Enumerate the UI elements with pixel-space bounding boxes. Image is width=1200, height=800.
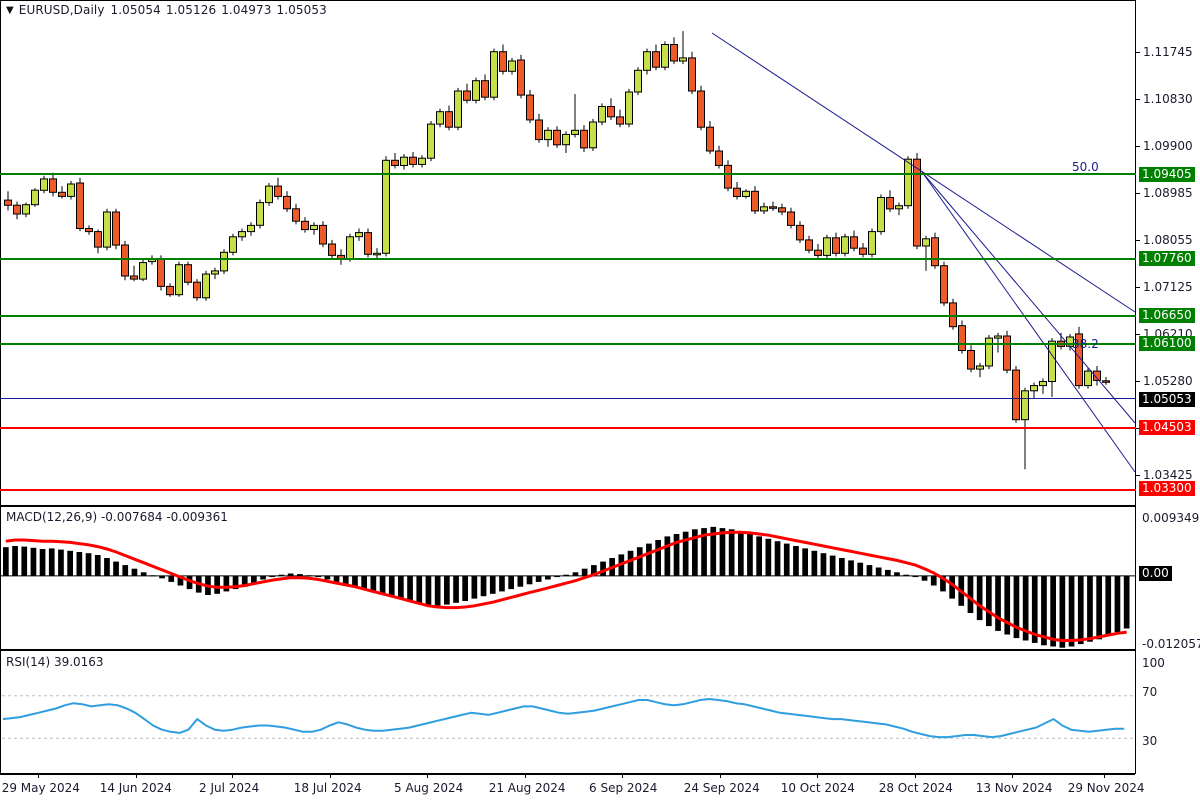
- date-tick: [1104, 774, 1105, 778]
- date-tick: [38, 774, 39, 778]
- date-tick: [525, 774, 526, 778]
- current-price-line[interactable]: [0, 398, 1136, 399]
- date-axis-divider: [0, 774, 1135, 775]
- date-label: 24 Sep 2024: [683, 781, 760, 795]
- price-tick: [1136, 428, 1140, 429]
- price-scale-label: 1.05280: [1143, 374, 1193, 388]
- price-tick: [1136, 334, 1140, 335]
- rsi-scale-70: 70: [1142, 685, 1158, 699]
- date-tick: [1012, 774, 1013, 778]
- resistance-1-06100[interactable]: [0, 343, 1136, 345]
- rsi-panel: [0, 650, 1136, 774]
- price-tick: [1136, 475, 1140, 476]
- macd-scale-top: 0.009349: [1142, 511, 1200, 525]
- price-badge-1-07760[interactable]: 1.07760: [1139, 251, 1195, 266]
- quote-open: 1.05054: [110, 3, 161, 17]
- triangle-down-icon[interactable]: ▼: [6, 5, 14, 16]
- date-tick: [330, 774, 331, 778]
- support-1-03300[interactable]: [0, 489, 1136, 491]
- symbol-header: ▼ EURUSD,Daily 1.05054 1.05126 1.04973 1.0505…: [6, 3, 332, 17]
- price-badge-1-03300[interactable]: 1.03300: [1139, 481, 1195, 496]
- price-scale-label: 1.07125: [1143, 280, 1193, 294]
- price-scale-label: 1.03425: [1143, 468, 1193, 482]
- fib-level-38-2: 38.2: [1072, 337, 1099, 351]
- date-label: 18 Jul 2024: [293, 781, 362, 795]
- price-tick: [1136, 240, 1140, 241]
- date-label: 29 Nov 2024: [1067, 781, 1145, 795]
- date-label: 14 Jun 2024: [99, 781, 172, 795]
- price-scale-label: 1.08985: [1143, 186, 1193, 200]
- quote-low: 1.04973: [221, 3, 272, 17]
- date-label: 10 Oct 2024: [780, 781, 855, 795]
- date-tick: [427, 774, 428, 778]
- macd-scale-zero-badge: 0.00: [1139, 566, 1172, 581]
- price-badge-1-04503[interactable]: 1.04503: [1139, 420, 1195, 435]
- quote-high: 1.05126: [165, 3, 217, 17]
- macd-scale-bottom: -0.012057: [1142, 637, 1200, 651]
- date-tick: [622, 774, 623, 778]
- resistance-1-07760[interactable]: [0, 258, 1136, 260]
- price-scale[interactable]: [1136, 0, 1200, 774]
- resistance-1-06650[interactable]: [0, 315, 1136, 317]
- price-scale-label: 1.08055: [1143, 233, 1193, 247]
- date-label: 21 Aug 2024: [488, 781, 566, 795]
- date-label: 2 Jul 2024: [199, 781, 260, 795]
- symbol-label: EURUSD,Daily: [18, 3, 105, 17]
- macd-title: MACD(12,26,9) -0.007684 -0.009361: [6, 510, 228, 524]
- price-scale-label: 1.11745: [1143, 45, 1193, 59]
- date-label: 6 Sep 2024: [589, 781, 658, 795]
- date-label: 28 Oct 2024: [878, 781, 953, 795]
- price-tick: [1136, 287, 1140, 288]
- price-badge-1-09405[interactable]: 1.09405: [1139, 167, 1195, 182]
- date-tick: [720, 774, 721, 778]
- price-badge-1-05053[interactable]: 1.05053: [1139, 392, 1195, 407]
- date-label: 29 May 2024: [1, 781, 80, 795]
- price-panel: [0, 0, 1136, 506]
- rsi-scale-30: 30: [1142, 734, 1158, 748]
- price-badge-1-06100[interactable]: 1.06100: [1139, 336, 1195, 351]
- price-tick: [1136, 146, 1140, 147]
- price-tick: [1136, 99, 1140, 100]
- date-tick: [232, 774, 233, 778]
- macd-panel: [0, 506, 1136, 650]
- quote-close: 1.05053: [276, 3, 327, 17]
- date-label: 5 Aug 2024: [394, 781, 464, 795]
- rsi-title: RSI(14) 39.0163: [6, 655, 104, 669]
- fib-level-50-0: 50.0: [1072, 160, 1099, 174]
- price-scale-label: 1.09900: [1143, 139, 1193, 153]
- resistance-1-09405[interactable]: [0, 173, 1136, 175]
- price-tick: [1136, 193, 1140, 194]
- date-tick: [817, 774, 818, 778]
- price-badge-1-06650[interactable]: 1.06650: [1139, 308, 1195, 323]
- date-tick: [136, 774, 137, 778]
- support-1-04503[interactable]: [0, 427, 1136, 429]
- price-tick: [1136, 381, 1140, 382]
- price-scale-label: 1.10830: [1143, 92, 1193, 106]
- date-label: 13 Nov 2024: [975, 781, 1053, 795]
- date-tick: [915, 774, 916, 778]
- rsi-scale-100: 100: [1142, 656, 1165, 670]
- price-tick: [1136, 52, 1140, 53]
